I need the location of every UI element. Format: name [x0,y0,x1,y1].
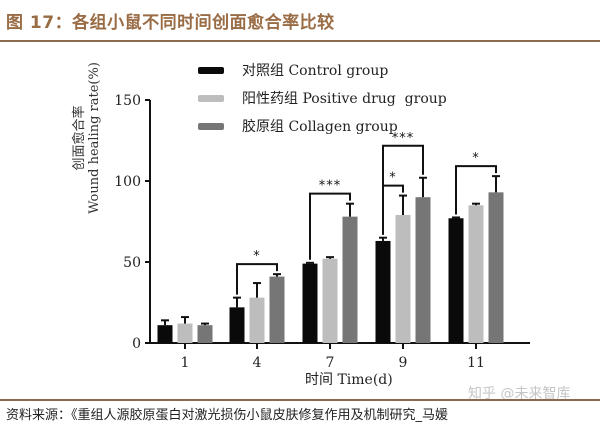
x-tick-label: 9 [399,355,408,371]
bar [468,205,484,343]
bar [448,218,464,343]
significance-label: * [389,171,397,186]
significance-label: * [472,151,480,166]
bar [157,325,173,343]
x-tick-label: 1 [181,355,190,371]
legend-label-positive-drug: 阳性药组 Positive drug group [242,91,447,107]
bar [415,197,431,343]
bar [197,325,213,343]
bar [395,215,411,343]
bar [177,323,193,343]
bar [302,263,318,343]
x-tick-label: 11 [467,355,485,371]
significance-bracket [236,263,278,295]
significance-bracket [455,165,497,215]
watermark: 知乎 @未来智库 [468,386,571,402]
bar [342,216,358,343]
source-note: 资料来源：《重组人源胶原蛋白对激光损伤小鼠皮肤修复作用及机制研究_马媛 [6,408,449,423]
significance-label: *** [319,179,342,194]
bar [375,240,391,343]
bottom-rule [0,399,600,401]
significance-label: *** [392,131,415,146]
bar [322,258,338,343]
bar [269,276,285,343]
x-axis-label: 时间 Time(d) [305,372,393,388]
legend-item-positive-drug: 阳性药组 Positive drug group [198,84,447,112]
bar [229,307,245,343]
legend-label-control: 对照组 Control group [242,63,389,79]
legend-swatch-positive-drug [198,94,224,102]
legend-item-collagen: 胶原组 Collagen group [198,112,447,140]
significance-label: * [253,249,261,264]
x-tick-label: 4 [253,355,262,371]
x-tick-label: 7 [326,355,335,371]
y-tick-label: 50 [123,255,141,271]
figure-title: 图 17：各组小鼠不同时间创面愈合率比较 [6,13,335,33]
bar [488,192,504,343]
y-tick-label: 0 [132,336,141,352]
legend-swatch-collagen [198,122,224,130]
y-tick-label: 100 [114,174,141,190]
y-tick-label: 150 [114,93,141,109]
legend-item-control: 对照组 Control group [198,56,447,84]
chart-legend: 对照组 Control group 阳性药组 Positive drug gro… [198,56,447,140]
significance-bracket [309,192,351,260]
top-rule [0,40,600,42]
bar [249,297,265,343]
legend-label-collagen: 胶原组 Collagen group [242,119,398,135]
legend-swatch-control [198,66,224,74]
significance-bracket [382,144,424,235]
